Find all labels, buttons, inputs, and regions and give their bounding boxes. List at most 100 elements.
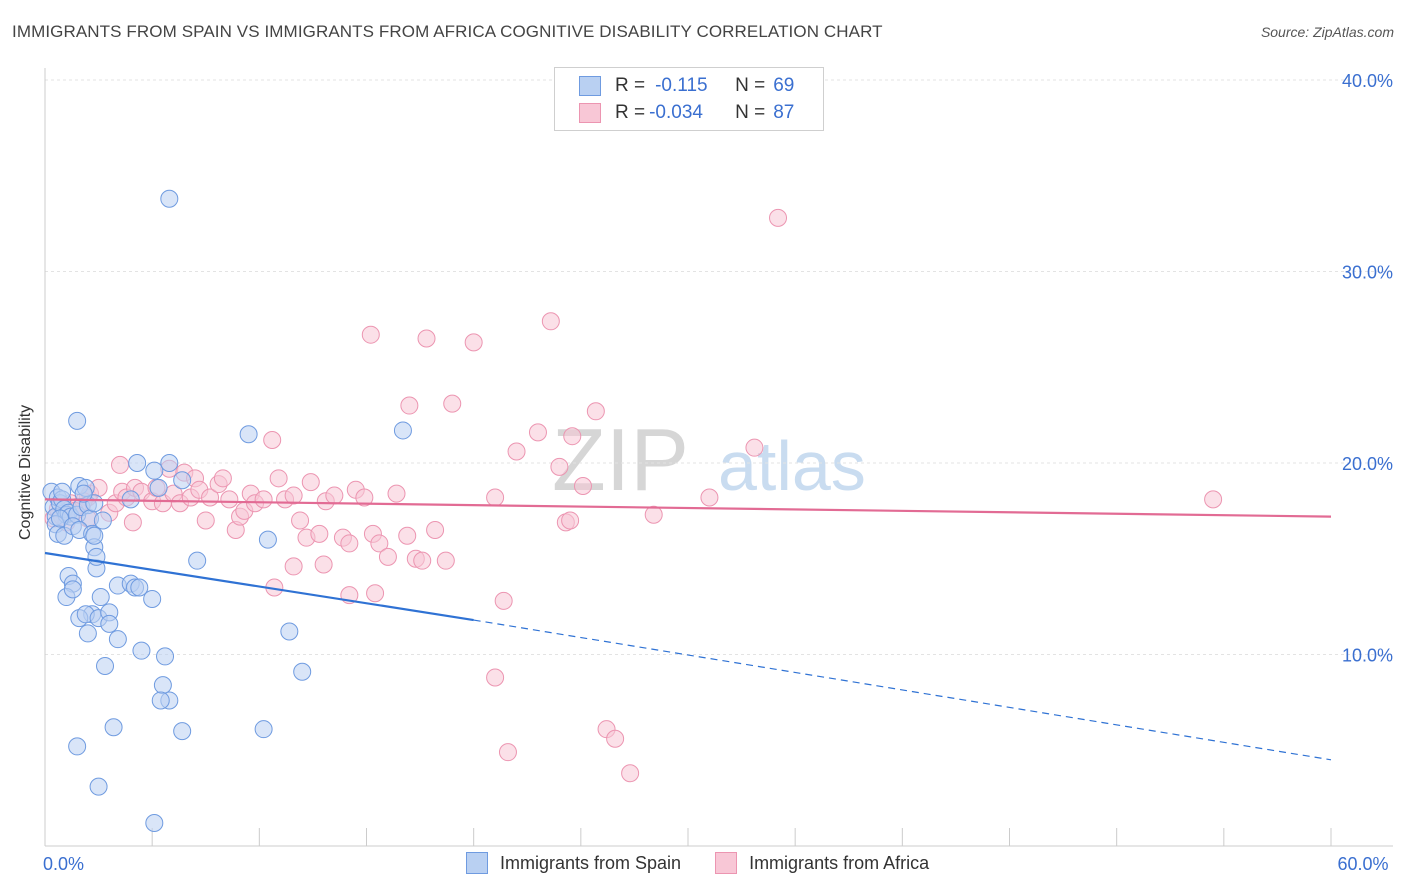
spain-point <box>393 421 412 440</box>
legend-item-spain[interactable]: Immigrants from Spain <box>466 852 681 874</box>
spain-point <box>130 578 149 597</box>
spain-point <box>104 718 123 737</box>
stats-row-spain: R = -0.115 N = 69 <box>579 74 794 98</box>
africa-swatch <box>579 103 601 123</box>
africa-point <box>314 555 333 574</box>
spain-r-value: -0.115 <box>655 75 708 96</box>
africa-point <box>291 511 310 530</box>
axes <box>44 68 1393 847</box>
africa-point <box>486 488 505 507</box>
x-tick-label: 0.0% <box>43 854 84 874</box>
africa-point <box>644 505 663 524</box>
africa-point <box>700 488 719 507</box>
spain-point <box>68 411 87 430</box>
africa-point <box>196 511 215 530</box>
r-label: R = <box>615 75 646 96</box>
africa-point <box>400 396 419 415</box>
spain-point <box>93 511 112 530</box>
spain-point <box>85 526 104 545</box>
spain-point <box>91 588 110 607</box>
africa-legend-swatch <box>715 852 738 874</box>
africa-point <box>220 490 239 509</box>
watermark-atlas: atlas <box>718 427 866 505</box>
spain-point <box>173 722 192 741</box>
africa-point <box>563 427 582 446</box>
spain-point <box>108 630 127 649</box>
africa-point <box>586 402 605 421</box>
spain-n-value: 69 <box>773 75 795 96</box>
spain-point <box>239 425 258 444</box>
spain-points <box>42 189 412 833</box>
africa-point <box>254 490 273 509</box>
africa-point <box>606 729 625 748</box>
africa-n-value: 87 <box>773 102 795 123</box>
spain-point <box>96 656 115 675</box>
spain-point <box>132 641 151 660</box>
n-label: N = <box>735 102 766 123</box>
spain-point <box>280 622 299 641</box>
africa-point <box>486 668 505 687</box>
africa-point <box>355 488 374 507</box>
africa-point <box>398 526 417 545</box>
africa-point <box>464 333 483 352</box>
africa-point <box>498 743 517 762</box>
spain-point <box>74 484 93 503</box>
africa-point <box>387 484 406 503</box>
grid-lines <box>45 79 1393 655</box>
africa-point <box>550 457 569 476</box>
spain-swatch <box>579 76 601 96</box>
r-label: R = <box>615 102 646 123</box>
watermark-zip: ZIP <box>552 410 689 509</box>
africa-point <box>310 524 329 543</box>
watermark: ZIP atlas <box>552 410 866 509</box>
spain-point <box>258 530 277 549</box>
africa-r-value: -0.034 <box>649 102 703 123</box>
africa-point <box>507 442 526 461</box>
spain-legend-swatch <box>466 852 488 874</box>
spain-point <box>173 471 192 490</box>
y-tick-label: 40.0% <box>1342 71 1393 91</box>
source-label: Source: ZipAtlas.com <box>1260 24 1394 40</box>
spain-point <box>63 580 82 599</box>
spain-legend-label: Immigrants from Spain <box>500 852 682 873</box>
spain-point <box>254 720 273 739</box>
africa-point <box>123 513 142 532</box>
africa-trend-line <box>44 498 1332 518</box>
spain-point <box>143 589 162 608</box>
africa-point <box>111 455 130 474</box>
africa-point <box>494 591 513 610</box>
africa-point <box>366 584 385 603</box>
spain-point <box>68 737 87 756</box>
africa-point <box>745 438 764 457</box>
africa-point <box>769 208 788 227</box>
spain-point <box>160 454 179 472</box>
legend-item-africa[interactable]: Immigrants from Africa <box>715 852 929 874</box>
africa-point <box>361 325 380 344</box>
africa-point <box>340 534 359 553</box>
africa-point <box>561 511 580 530</box>
spain-point <box>53 482 72 501</box>
spain-point <box>78 624 97 643</box>
africa-point <box>443 394 462 413</box>
africa-point <box>284 486 303 505</box>
spain-point <box>156 647 175 666</box>
spain-point <box>145 461 164 480</box>
spain-point <box>188 551 207 570</box>
africa-point <box>263 431 282 450</box>
africa-points <box>44 208 1223 783</box>
africa-point <box>301 473 320 492</box>
n-label: N = <box>735 75 766 96</box>
africa-point <box>1204 490 1223 509</box>
y-tick-label: 20.0% <box>1342 454 1393 474</box>
spain-trend-line <box>44 551 474 622</box>
spain-point <box>151 691 170 710</box>
africa-point <box>378 547 397 566</box>
africa-point <box>370 534 389 553</box>
africa-point <box>269 469 288 488</box>
trend-lines <box>44 498 1332 761</box>
spain-trend-extension <box>473 619 1332 761</box>
africa-point <box>284 557 303 576</box>
africa-point <box>528 423 547 442</box>
africa-point <box>213 469 232 488</box>
